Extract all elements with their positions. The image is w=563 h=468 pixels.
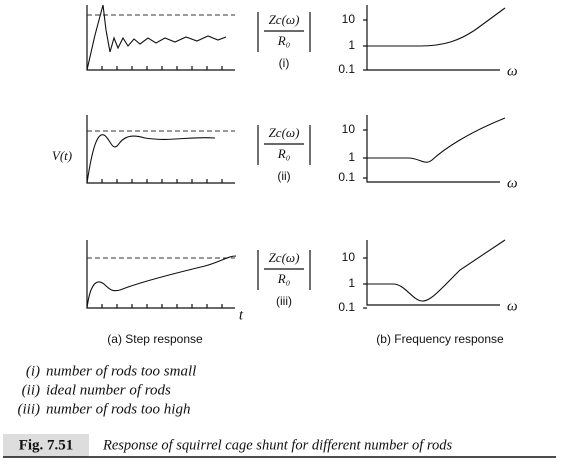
fig-label-box [3,434,89,457]
case-label: (ii) [277,169,290,183]
freq-tick-label: 1 [348,276,355,290]
freq-axes [366,5,500,71]
freq-tick-label: 10 [342,250,356,264]
legend-text: ideal number of rods [46,382,171,398]
freq-curve [367,7,506,47]
step-axes [86,115,235,184]
legend-text: number of rods too small [46,363,196,379]
numerator: Zc(ω) [269,12,300,27]
x-label: t [239,307,244,323]
legend-num: (ii) [22,382,40,398]
freq-tick-label: 10 [342,122,356,136]
step-curve [86,4,227,71]
freq-curve [367,239,506,302]
case-label: (i) [279,56,290,70]
fig-label: Fig. 7.51 [19,437,74,453]
omega-label: ω [507,175,518,191]
freq-tick-label: 10 [342,12,356,26]
freq-axes [366,115,500,183]
denominator: R₀ [277,146,290,161]
fig-caption: Response of squirrel cage shunt for diff… [102,437,453,453]
denominator: R₀ [277,33,290,48]
denominator: R₀ [277,271,290,286]
freq-caption: (b) Frequency response [376,332,504,346]
freq-tick-label: 1 [348,38,355,52]
legend-num: (iii) [18,401,41,417]
numerator: Zc(ω) [269,125,300,140]
y-label: V(t) [52,148,72,163]
freq-tick-label: 0.1 [338,300,355,314]
case-label: (iii) [276,294,292,308]
freq-tick-label: 0.1 [338,170,355,184]
step-caption: (a) Step response [107,332,203,346]
omega-label: ω [507,63,518,79]
step-axes [86,240,235,309]
step-curve [86,134,216,184]
freq-tick-label: 0.1 [338,62,355,76]
legend-num: (i) [26,363,40,379]
legend-text: number of rods too high [46,401,190,417]
freq-curve [367,117,506,163]
freq-axes [366,240,500,306]
freq-tick-label: 1 [348,150,355,164]
numerator: Zc(ω) [269,250,300,265]
step-curve [86,255,237,309]
omega-label: ω [507,298,518,314]
